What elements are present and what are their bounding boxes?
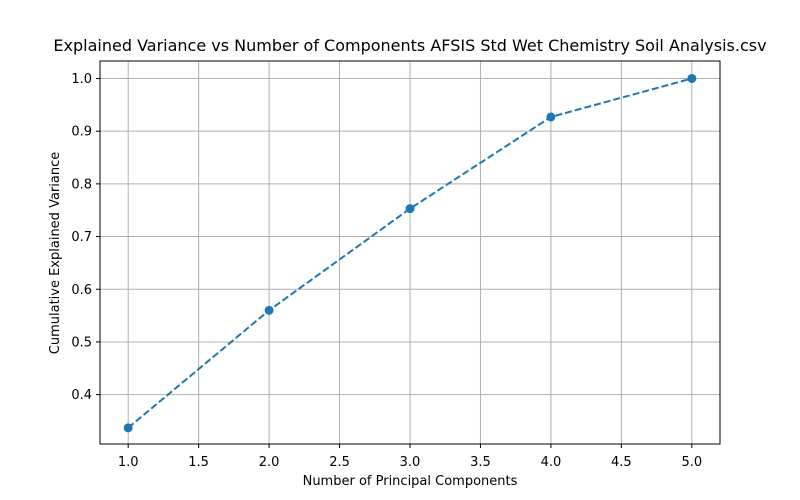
x-axis-ticks: 1.0 1.5 2.0 2.5 3.0 3.5 4.0 4.5 5.0 [118,444,702,470]
data-point [546,112,556,122]
y-tick-label: 0.9 [71,125,92,140]
series-line [127,77,693,429]
y-axis-ticks: 0.4 0.5 0.6 0.7 0.8 0.9 1.0 [71,72,100,403]
data-point [405,204,415,214]
x-tick-label: 2.0 [259,455,280,470]
x-tick-label: 1.0 [118,455,139,470]
plot-frame [99,60,721,445]
data-point [123,423,133,433]
y-tick-label: 0.4 [71,388,92,403]
x-tick-label: 3.5 [470,455,491,470]
y-tick-label: 0.5 [71,335,92,350]
x-tick-label: 4.0 [541,455,562,470]
data-point [687,73,697,83]
y-tick-label: 1.0 [71,72,92,87]
data-point [264,305,274,315]
x-tick-label: 5.0 [681,455,702,470]
y-axis-label: Cumulative Explained Variance [48,152,63,354]
x-tick-label: 3.0 [400,455,421,470]
x-tick-label: 2.5 [329,455,350,470]
x-axis-label: Number of Principal Components [303,474,518,489]
y-tick-label: 0.6 [71,283,92,298]
series-group [123,73,697,433]
y-tick-label: 0.7 [71,230,92,245]
y-tick-label: 0.8 [71,177,92,192]
x-tick-label: 4.5 [611,455,632,470]
x-tick-label: 1.5 [188,455,209,470]
chart-title: Explained Variance vs Number of Componen… [53,36,766,55]
grid [100,61,720,444]
